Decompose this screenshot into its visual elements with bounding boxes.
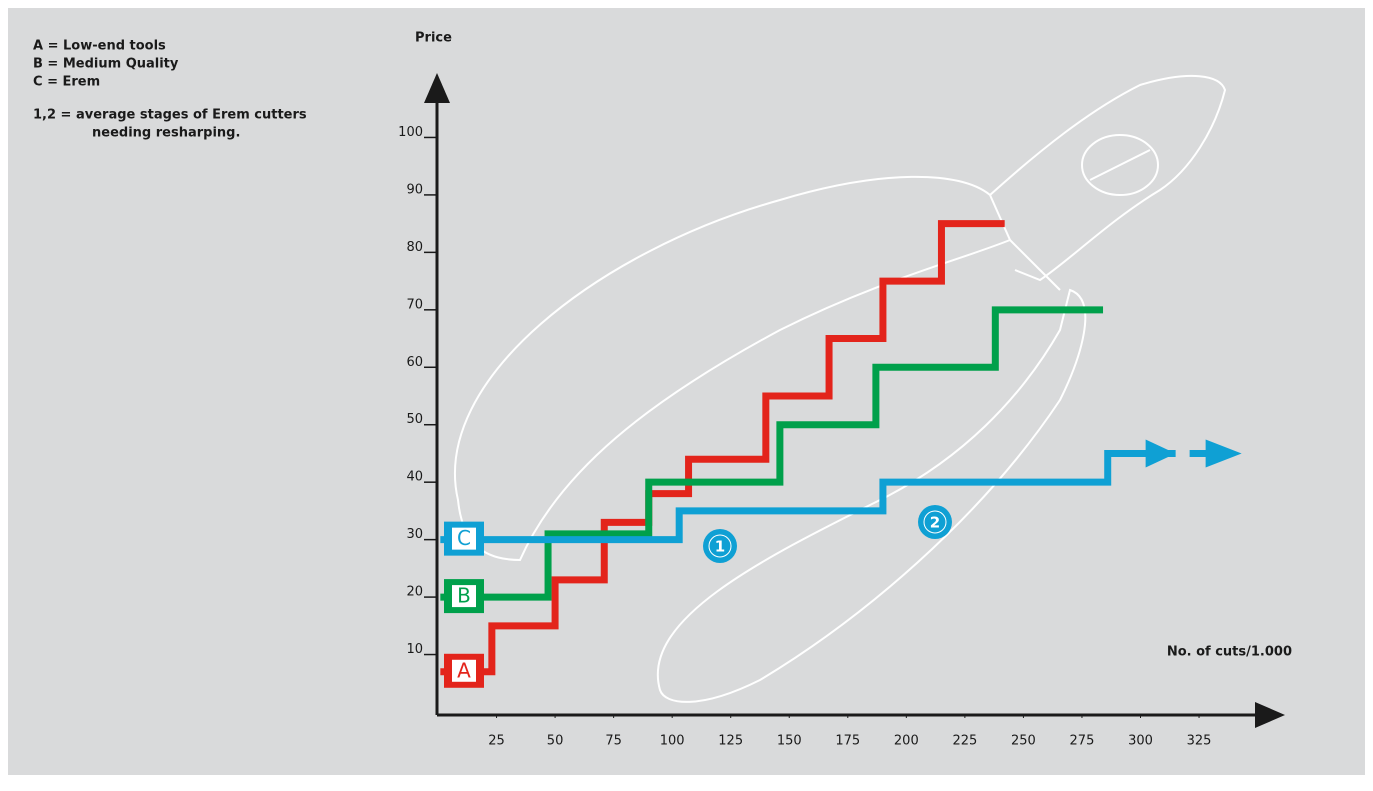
step-line — [440, 306, 1104, 601]
series-label: B — [457, 584, 471, 608]
x-tick-label: 150 — [777, 734, 802, 749]
x-axis-title: No. of cuts/1.000 — [1167, 645, 1292, 660]
series-box-inner — [452, 659, 476, 682]
x-tick-label: 250 — [1011, 734, 1036, 749]
x-tick-label: 200 — [894, 734, 919, 749]
x-tick-label: 75 — [605, 734, 622, 749]
legend-note: A = Low-end tools — [33, 39, 166, 54]
arrow-head — [1145, 439, 1176, 468]
annotation-circle-ring — [923, 510, 947, 534]
annotation-circle — [918, 505, 952, 539]
y-tick-label: 30 — [406, 527, 423, 542]
legend-note: 1,2 = average stages of Erem cutters — [33, 108, 307, 123]
annotation-circle — [703, 529, 737, 563]
y-tick-label: 90 — [406, 182, 423, 197]
x-tick-label: 100 — [660, 734, 685, 749]
annotation-label: 2 — [930, 514, 940, 532]
y-axis-arrow — [424, 73, 450, 103]
y-tick-label: 70 — [406, 297, 423, 312]
series-label: C — [457, 526, 471, 550]
y-tick-label: 80 — [406, 240, 423, 255]
annotation-label: 1 — [715, 538, 725, 556]
y-tick-label: 50 — [406, 412, 423, 427]
series-box-inner — [452, 527, 476, 550]
y-axis-title: Price — [415, 31, 452, 46]
x-tick-label: 225 — [952, 734, 977, 749]
legend-note: needing resharping. — [92, 126, 240, 141]
step-line — [440, 220, 1005, 676]
y-tick-label: 100 — [398, 125, 423, 140]
pliers-illustration — [454, 74, 1227, 703]
series-box-inner — [452, 585, 476, 608]
arrow-head — [1205, 439, 1242, 468]
x-tick-label: 50 — [547, 734, 564, 749]
x-tick-label: 325 — [1187, 734, 1212, 749]
x-tick-label: 175 — [835, 734, 860, 749]
series-label: A — [457, 658, 471, 682]
x-tick-label: 125 — [718, 734, 743, 749]
y-tick-label: 60 — [406, 355, 423, 370]
step-line — [440, 449, 1176, 544]
background — [8, 8, 1365, 775]
y-tick-label: 40 — [406, 470, 423, 485]
legend-note: C = Erem — [33, 75, 100, 90]
x-tick-label: 25 — [488, 734, 505, 749]
x-tick-label: 275 — [1070, 734, 1095, 749]
legend-note: B = Medium Quality — [33, 57, 179, 72]
x-tick-label: 300 — [1128, 734, 1153, 749]
y-tick-label: 20 — [406, 585, 423, 600]
y-tick-label: 10 — [406, 642, 423, 657]
annotation-circle-ring — [708, 534, 732, 558]
